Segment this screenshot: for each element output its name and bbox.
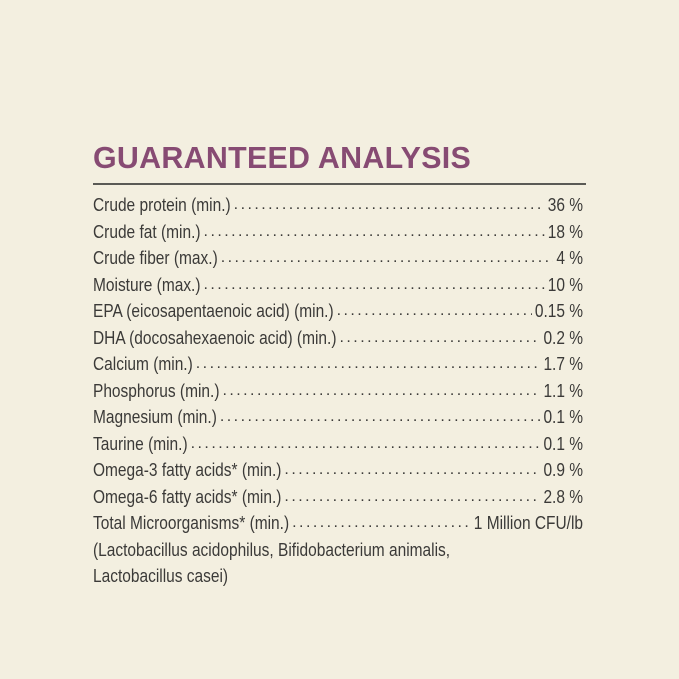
dot-leader [234, 192, 545, 219]
item-label: DHA (docosahexaenoic acid) (min.) [93, 327, 337, 348]
item-label: Crude fat (min.) [93, 221, 201, 242]
item-label: Phosphorus (min.) [93, 380, 220, 401]
list-item: EPA (eicosapentaenoic acid) (min.) 0.15 % [93, 298, 583, 325]
item-label: Crude protein (min.) [93, 195, 231, 215]
list-item: Crude fiber (max.) 4 % [93, 245, 583, 272]
item-label: Taurine (min.) [93, 433, 188, 454]
dot-leader [204, 219, 545, 246]
item-value: 18 % [547, 221, 583, 242]
list-item: Phosphorus (min.) 1.1 % [93, 378, 583, 405]
item-label: EPA (eicosapentaenoic acid) (min.) [93, 301, 334, 321]
item-value: 1.1 % [543, 380, 583, 401]
item-value: 1.7 % [543, 354, 583, 374]
item-label: Moisture (max.) [93, 274, 201, 295]
dot-leader [222, 378, 540, 405]
microorganism-note-line: Lactobacillus casei) [93, 566, 229, 586]
analysis-list: Crude protein (min.) 36 % Crude fat (min.… [93, 192, 583, 590]
item-value: 0.9 % [543, 460, 583, 480]
list-item: Crude fat (min.) 18 % [93, 219, 583, 246]
dot-leader [196, 351, 541, 378]
item-value: 10 % [547, 274, 583, 295]
item-label: Total Microorganisms* (min.) [93, 513, 290, 533]
item-value: 0.2 % [543, 327, 583, 348]
item-value: 1 Million CFU/lb [473, 513, 583, 533]
dot-leader [204, 272, 545, 299]
list-item: Omega-6 fatty acids* (min.) 2.8 % [93, 484, 583, 511]
item-label: Omega-3 fatty acids* (min.) [93, 460, 282, 480]
dot-leader [340, 325, 541, 352]
list-item: Total Microorganisms* (min.) 1 Million CF… [93, 510, 583, 537]
dot-leader [191, 431, 541, 458]
item-value: 0.15 % [534, 301, 583, 321]
list-item: Magnesium (min.) 0.1 % [93, 404, 583, 431]
list-item: Taurine (min.) 0.1 % [93, 431, 583, 458]
dot-leader [284, 484, 540, 511]
dot-leader [221, 245, 554, 272]
microorganism-note-line: (Lactobacillus acidophilus, Bifidobacter… [93, 539, 451, 560]
page-title: GUARANTEED ANALYSIS [93, 140, 472, 175]
list-item: DHA (docosahexaenoic acid) (min.) 0.2 % [93, 325, 583, 352]
dot-leader [284, 457, 540, 484]
item-value: 36 % [547, 195, 583, 215]
item-label: Calcium (min.) [93, 354, 193, 374]
item-value: 2.8 % [543, 486, 583, 507]
list-item: Moisture (max.) 10 % [93, 272, 583, 299]
dot-leader [292, 510, 471, 537]
dot-leader [337, 298, 532, 325]
list-item: Crude protein (min.) 36 % [93, 192, 583, 219]
list-item: Calcium (min.) 1.7 % [93, 351, 583, 378]
item-label: Magnesium (min.) [93, 407, 217, 427]
divider [93, 183, 586, 185]
item-label: Crude fiber (max.) [93, 248, 218, 268]
item-value: 0.1 % [543, 407, 583, 427]
item-label: Omega-6 fatty acids* (min.) [93, 486, 282, 507]
list-item: Omega-3 fatty acids* (min.) 0.9 % [93, 457, 583, 484]
item-value: 0.1 % [543, 433, 583, 454]
item-value: 4 % [556, 248, 583, 268]
dot-leader [220, 404, 541, 431]
